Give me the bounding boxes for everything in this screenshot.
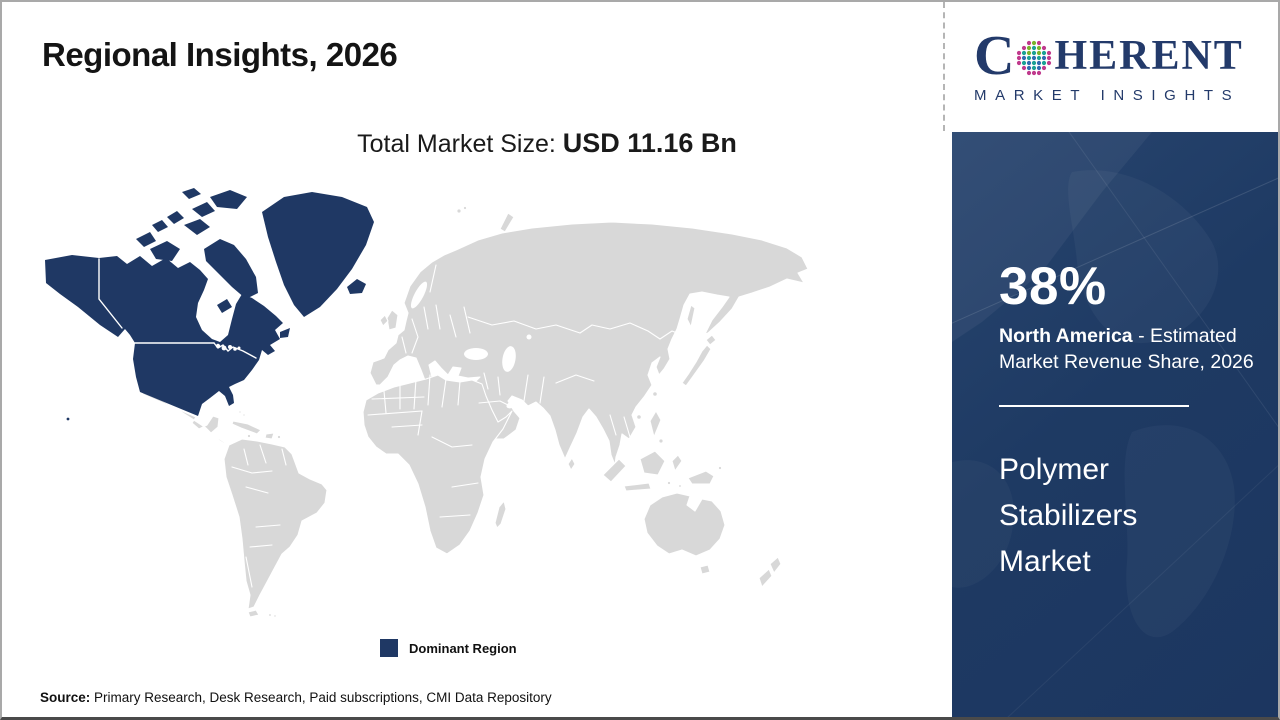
total-market-size: Total Market Size: USD 11.16 Bn <box>2 128 1092 159</box>
logo-letter-c: C <box>974 25 1015 87</box>
market-name: Polymer Stabilizers Market <box>999 453 1138 578</box>
total-market-size-label: Total Market Size: <box>357 130 563 158</box>
share-region: North America <box>999 325 1133 347</box>
stat-panel-content: 38% North America - Estimated Market Rev… <box>952 132 1278 585</box>
share-value: 38% <box>999 257 1107 316</box>
coherent-logo: C HERENT MARKET INSIGHTS <box>974 28 1260 104</box>
dotted-globe-icon <box>1017 40 1052 76</box>
world-map-svg <box>45 188 809 618</box>
page-title: Regional Insights, 2026 <box>42 36 398 73</box>
world-map-choropleth <box>32 187 912 667</box>
panel-divider <box>999 405 1189 407</box>
logo-letters-rest: HERENT <box>1054 33 1244 79</box>
source-label: Source: <box>40 690 91 705</box>
north-america-internal-borders <box>98 258 257 359</box>
region-north-america <box>45 188 374 421</box>
panel-map-texture <box>952 132 1278 717</box>
total-market-size-value: USD 11.16 Bn <box>562 128 737 158</box>
source-line: Source: Primary Research, Desk Research,… <box>40 690 552 705</box>
regions-rest-of-world <box>139 206 809 618</box>
country-borders <box>231 264 683 588</box>
source-text: Primary Research, Desk Research, Paid su… <box>90 690 552 705</box>
dominant-region-label: Dominant Region <box>409 640 517 656</box>
dominant-region-swatch <box>380 639 398 657</box>
logo-tagline: MARKET INSIGHTS <box>974 87 1241 104</box>
logo-wordmark: C HERENT <box>974 28 1260 84</box>
share-description: North America - Estimated Market Revenue… <box>999 323 1267 375</box>
map-legend: Dominant Region <box>380 639 517 657</box>
logo-divider-dashed <box>943 2 945 131</box>
stat-panel: 38% North America - Estimated Market Rev… <box>952 132 1278 717</box>
share-desc-text: - Estimated Market Revenue Share, 2026 <box>999 325 1254 373</box>
